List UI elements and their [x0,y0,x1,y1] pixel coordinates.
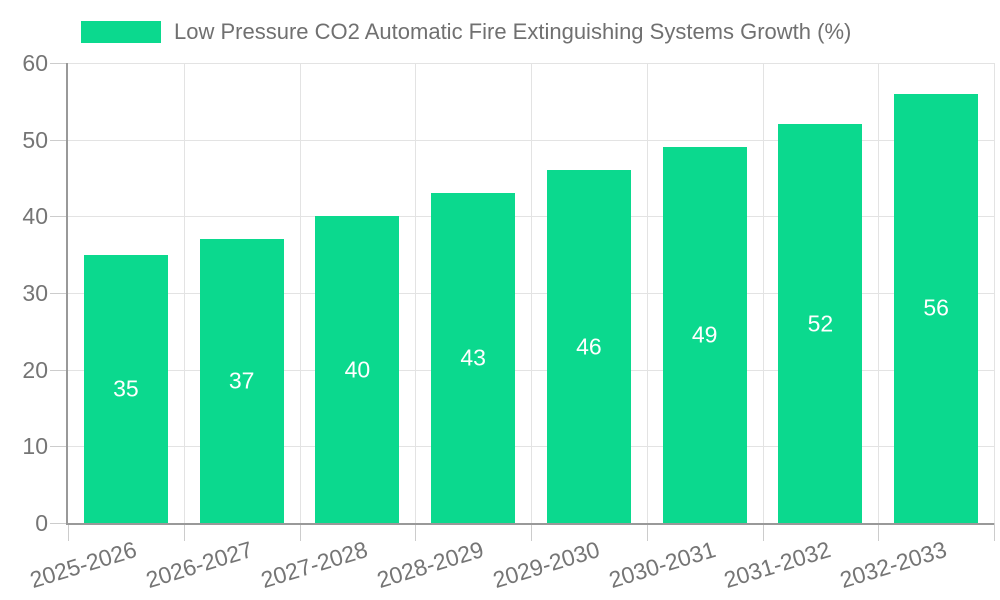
bar[interactable]: 56 [894,93,979,523]
y-axis-tick-label: 20 [22,356,48,383]
bar-value-label: 40 [344,356,371,383]
legend-label: Low Pressure CO2 Automatic Fire Extingui… [174,19,852,44]
y-axis-tick [50,523,68,524]
y-axis-tick-label: 30 [22,280,48,306]
y-axis-line [66,63,68,525]
x-axis-tick [183,523,185,541]
legend-swatch [81,21,161,43]
bar-value-label: 43 [460,344,486,371]
bar-value-label: 35 [113,375,139,402]
bar-value-label: 37 [228,367,255,394]
x-axis-category-label: 2027-2028 [258,536,371,594]
y-axis-tick [50,446,68,448]
y-axis-tick-label: 50 [22,126,48,153]
x-axis-line [66,523,994,525]
bar-value-label: 46 [576,333,602,360]
gridline-vertical [531,63,532,523]
x-axis-category-label: 2028-2029 [373,536,487,594]
gridline-vertical [762,63,764,523]
x-axis-tick [415,523,417,541]
bar[interactable]: 43 [431,193,516,523]
y-axis-tick [50,63,68,64]
y-axis-tick [50,139,68,141]
x-axis-tick [762,523,764,541]
y-axis-tick [50,293,68,294]
gridline-vertical [183,63,185,523]
x-axis-tick [878,523,880,541]
bar-value-label: 52 [807,310,834,337]
bar[interactable]: 37 [199,239,284,523]
x-axis-tick [531,523,532,541]
gridline-vertical [878,63,880,523]
gridline-vertical [415,63,417,523]
gridline-vertical [994,63,995,523]
x-axis-category-label: 2026-2027 [142,536,256,594]
legend[interactable]: Low Pressure CO2 Automatic Fire Extingui… [81,19,851,45]
x-axis-tick [299,523,301,541]
x-axis-tick [68,523,69,541]
bar[interactable]: 46 [546,170,631,523]
x-axis-category-label: 2030-2031 [605,536,719,594]
x-axis-category-label: 2032-2033 [836,536,950,594]
y-axis-tick-label: 60 [22,50,48,76]
x-axis-category-label: 2025-2026 [26,536,140,594]
y-axis-tick-label: 40 [22,203,48,230]
y-axis-tick [50,216,68,218]
gridline-vertical [299,63,301,523]
bar-value-label: 49 [691,321,718,348]
x-axis-tick [646,523,648,541]
x-axis-tick [994,523,995,541]
bar[interactable]: 35 [83,254,168,523]
x-axis-category-label: 2029-2030 [489,536,603,594]
bar[interactable]: 52 [778,124,863,523]
y-axis-tick-label: 0 [35,510,48,536]
x-axis-category-label: 2031-2032 [721,536,834,594]
y-axis-tick [50,369,68,371]
y-axis-tick-label: 10 [22,433,48,460]
bar[interactable]: 49 [662,147,747,523]
bar-value-label: 56 [923,294,949,321]
bar[interactable]: 40 [315,216,400,523]
gridline-vertical [646,63,648,523]
